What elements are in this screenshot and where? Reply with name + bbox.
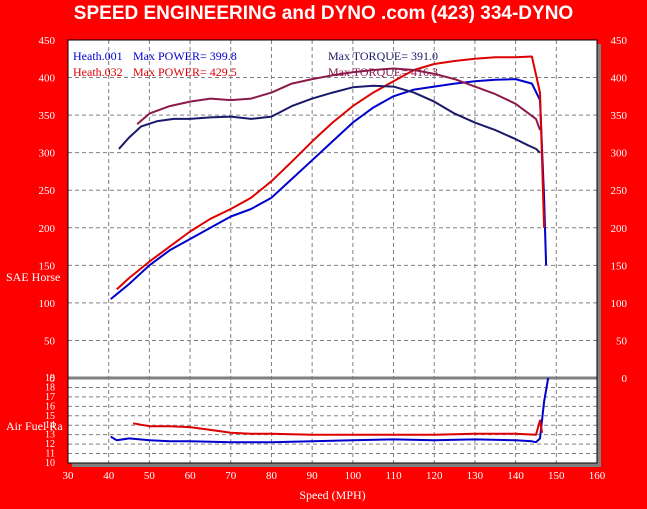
legend-power-label: Max POWER= 399.8 <box>133 49 237 63</box>
x-tick-label: 40 <box>103 470 115 482</box>
series-heath-032-power <box>116 55 546 291</box>
plot-border <box>67 39 598 464</box>
x-tick-label: 60 <box>185 470 197 482</box>
y-tick-label-right: 300 <box>611 148 628 160</box>
y-tick-label-left: 150 <box>39 260 56 272</box>
y-tick-label-right: 350 <box>611 110 628 122</box>
legend-run-label: Heath.001 <box>73 49 123 63</box>
afr-tick-label: 11 <box>45 449 55 460</box>
x-tick-label: 150 <box>548 470 565 482</box>
legend-power-label: Max POWER= 429.5 <box>133 65 237 79</box>
series-heath-001-torque <box>118 84 541 154</box>
x-tick-label: 90 <box>307 470 319 482</box>
afr-tick-label: 18 <box>45 382 55 393</box>
x-tick-label: 70 <box>225 470 237 482</box>
x-tick-label: 100 <box>345 470 362 482</box>
afr-tick-label: 17 <box>45 392 55 403</box>
y-tick-label-left: 200 <box>39 223 56 235</box>
x-axis-label: Speed (MPH) <box>299 488 365 502</box>
legend-torque-label: Max TORQUE= 416.3 <box>328 65 438 79</box>
page-title: SPEED ENGINEERING and DYNO .com (423) 33… <box>73 3 574 24</box>
series-heath-032-afr <box>132 419 544 436</box>
y-tick-label-right: 450 <box>611 35 628 47</box>
x-tick-label: 80 <box>266 470 278 482</box>
series-heath-001-afr <box>110 377 550 444</box>
y-axis-label-bottom: Air Fuel Ra <box>6 419 63 433</box>
y-tick-label-left: 0 <box>50 373 56 385</box>
y-tick-label-right: 150 <box>611 260 628 272</box>
x-tick-label: 140 <box>507 470 524 482</box>
y-tick-label-left: 100 <box>39 298 56 310</box>
y-tick-label-right: 100 <box>611 298 628 310</box>
afr-tick-label: 12 <box>45 439 55 450</box>
y-tick-label-right: 50 <box>616 335 628 347</box>
afr-tick-label: 16 <box>45 401 55 412</box>
plot-background <box>68 40 597 463</box>
x-tick-label: 160 <box>589 470 606 482</box>
afr-tick-label: 14 <box>45 420 55 431</box>
y-tick-label-left: 300 <box>39 148 56 160</box>
legend-run-label: Heath.032 <box>73 65 123 79</box>
y-tick-label-right: 250 <box>611 185 628 197</box>
afr-tick-label: 15 <box>45 411 55 422</box>
y-tick-label-left: 400 <box>39 73 56 85</box>
y-tick-label-right: 0 <box>622 373 628 385</box>
y-tick-label-left: 250 <box>39 185 56 197</box>
afr-tick-label: 19 <box>45 373 55 384</box>
y-tick-label-right: 200 <box>611 223 628 235</box>
x-tick-label: 110 <box>385 470 402 482</box>
x-tick-label: 130 <box>467 470 484 482</box>
afr-tick-label: 10 <box>45 458 55 469</box>
y-axis-label-top: SAE Horse <box>6 270 60 284</box>
y-tick-label-left: 350 <box>39 110 56 122</box>
grid <box>68 40 597 463</box>
series-lines <box>110 55 550 444</box>
legend-torque-label: Max TORQUE= 391.0 <box>328 49 438 63</box>
afr-tick-label: 13 <box>45 430 55 441</box>
x-tick-label: 120 <box>426 470 443 482</box>
y-tick-label-left: 450 <box>39 35 56 47</box>
axes: 30 40 50 60 70 80 90 100 110 120 130 140 150 160 0 0 50 5… <box>6 35 628 502</box>
legend: Heath.001 Max POWER= 399.8 Max TORQUE= 391… <box>73 49 438 79</box>
x-tick-label: 30 <box>63 470 75 482</box>
series-heath-001-power <box>110 78 548 300</box>
series-heath-032-torque <box>136 67 541 131</box>
y-tick-label-right: 400 <box>611 73 628 85</box>
y-tick-label-left: 50 <box>44 335 56 347</box>
x-tick-label: 50 <box>144 470 156 482</box>
